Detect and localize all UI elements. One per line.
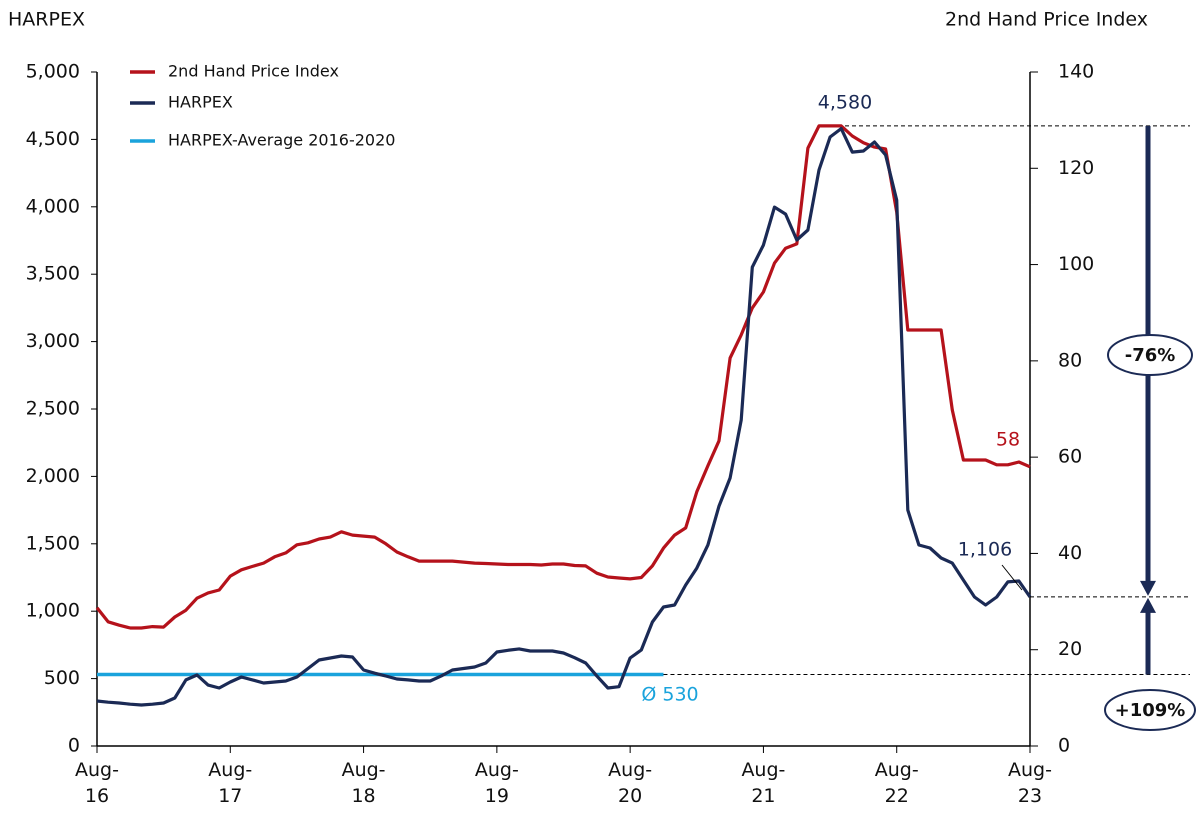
leader-line	[1001, 564, 1023, 591]
legend-label: HARPEX	[168, 93, 233, 112]
y-tick-label: 2,000	[26, 465, 80, 487]
y2-tick-label: 140	[1058, 61, 1094, 83]
annotation: -76%	[1125, 345, 1176, 366]
y-tick-label: 3,500	[26, 263, 80, 285]
x-tick-label: Aug-16	[75, 759, 119, 807]
x-tick-label: Aug-22	[875, 759, 919, 807]
x-tick-label: Aug-20	[608, 759, 652, 807]
annotation: 4,580	[818, 92, 872, 114]
y-axis-label: HARPEX	[8, 9, 85, 31]
series-line	[95, 124, 1031, 630]
x-tick-label: Aug-17	[208, 759, 252, 807]
y2-tick-label: 40	[1058, 542, 1082, 564]
x-tick-label: Aug-23	[1008, 759, 1052, 807]
y2-tick-label: 100	[1058, 253, 1094, 275]
y2-tick-label: 0	[1058, 735, 1070, 757]
legend-label: HARPEX-Average 2016-2020	[168, 131, 395, 150]
arrow-head	[1140, 580, 1156, 596]
badge	[1107, 334, 1193, 376]
reference-label: Ø 530	[641, 684, 698, 706]
y2-tick-label: 80	[1058, 349, 1082, 371]
annotation: +109%	[1115, 700, 1186, 721]
y2-tick-label: 60	[1058, 446, 1082, 468]
x-tick-label: Aug-21	[741, 759, 785, 807]
y-tick-label: 0	[68, 735, 80, 757]
y-tick-label: 1,000	[26, 600, 80, 622]
y-tick-label: 1,500	[26, 532, 80, 554]
arrow-head	[1140, 597, 1156, 613]
y-tick-label: 3,000	[26, 330, 80, 352]
series-line	[96, 127, 1032, 707]
y-tick-label: 500	[44, 667, 80, 689]
y-tick-label: 5,000	[26, 61, 80, 83]
y2-axis-label: 2nd Hand Price Index	[945, 9, 1148, 31]
y-tick-label: 4,000	[26, 195, 80, 217]
y2-tick-label: 120	[1058, 157, 1094, 179]
y2-tick-label: 20	[1058, 638, 1082, 660]
annotation: 1,106	[958, 539, 1012, 561]
annotation: 58	[996, 429, 1020, 451]
y-tick-label: 4,500	[26, 128, 80, 150]
y-tick-label: 2,500	[26, 398, 80, 420]
x-tick-label: Aug-18	[342, 759, 386, 807]
x-tick-label: Aug-19	[475, 759, 519, 807]
badge	[1104, 689, 1196, 731]
legend-label: 2nd Hand Price Index	[168, 62, 339, 81]
